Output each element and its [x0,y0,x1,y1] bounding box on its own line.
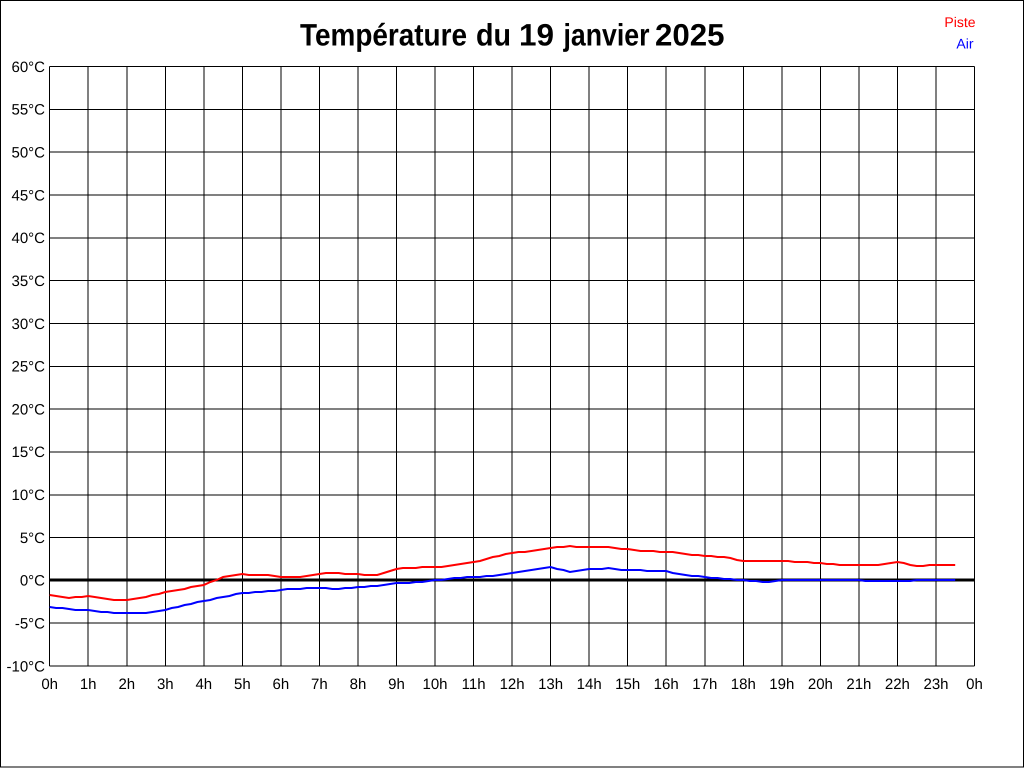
svg-text:20h: 20h [808,676,833,693]
svg-text:55°C: 55°C [11,102,45,119]
svg-text:14h: 14h [577,676,602,693]
svg-text:Air: Air [956,36,973,52]
svg-text:60°C: 60°C [11,59,45,76]
svg-text:-10°C: -10°C [6,658,45,675]
svg-text:6h: 6h [273,676,290,693]
svg-text:35°C: 35°C [11,273,45,290]
svg-text:10°C: 10°C [11,487,45,504]
svg-text:23h: 23h [923,676,948,693]
svg-text:20°C: 20°C [11,401,45,418]
svg-text:16h: 16h [654,676,679,693]
svg-text:7h: 7h [311,676,328,693]
svg-text:5°C: 5°C [20,530,45,547]
svg-text:15°C: 15°C [11,444,45,461]
svg-text:8h: 8h [350,676,367,693]
svg-text:15h: 15h [615,676,640,693]
svg-text:2025: 2025 [655,18,725,53]
svg-text:1h: 1h [80,676,97,693]
svg-text:17h: 17h [692,676,717,693]
svg-text:9h: 9h [388,676,405,693]
svg-text:25°C: 25°C [11,359,45,376]
svg-text:11h: 11h [462,676,486,693]
svg-text:0°C: 0°C [20,573,45,590]
svg-text:4h: 4h [195,676,212,693]
svg-text:-5°C: -5°C [15,616,45,633]
svg-text:3h: 3h [157,676,174,693]
svg-text:19h: 19h [769,676,794,693]
svg-text:2h: 2h [118,676,135,693]
svg-text:13h: 13h [538,676,563,693]
svg-text:du: du [476,18,511,53]
svg-text:0h: 0h [966,676,983,693]
svg-text:30°C: 30°C [11,316,45,333]
svg-text:45°C: 45°C [11,187,45,204]
svg-text:19: 19 [519,18,554,53]
svg-text:5h: 5h [234,676,251,693]
svg-text:18h: 18h [731,676,756,693]
svg-text:Piste: Piste [944,14,975,30]
svg-text:12h: 12h [500,676,525,693]
svg-text:0h: 0h [41,676,58,693]
svg-text:Température: Température [300,18,467,53]
svg-text:40°C: 40°C [11,230,45,247]
svg-text:22h: 22h [885,676,910,693]
svg-text:21h: 21h [846,676,871,693]
svg-text:janvier: janvier [563,18,650,53]
svg-text:10h: 10h [422,676,447,693]
svg-text:50°C: 50°C [11,145,45,162]
